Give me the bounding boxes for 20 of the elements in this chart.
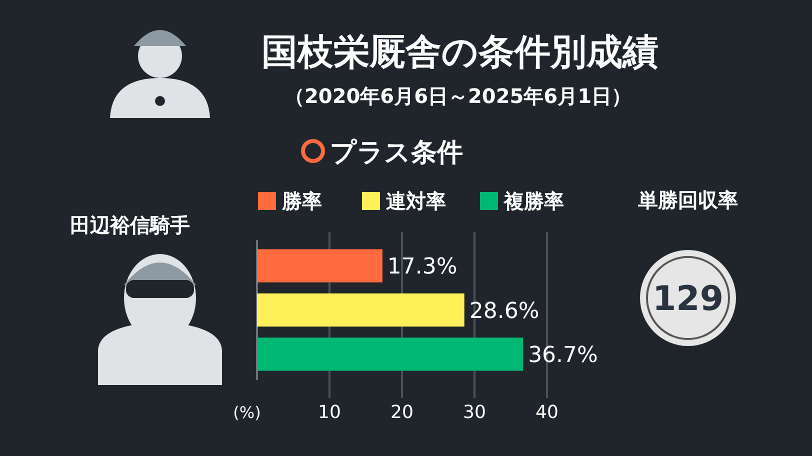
text: 田辺裕信騎手 <box>70 213 190 237</box>
chart-title: 国枝栄厩舎の条件別成績 <box>262 32 658 73</box>
bar <box>257 249 382 282</box>
data-label: 36.7% <box>528 343 598 368</box>
x-axis-title: (%) <box>233 403 261 422</box>
chart-subtitle: （2020年6月6日～2025年6月1日） <box>284 84 632 108</box>
text: 単勝回収率 <box>637 188 738 212</box>
legend-label: 複勝率 <box>503 189 564 214</box>
text: プラス条件 <box>330 138 463 168</box>
bar <box>257 338 524 371</box>
x-tick-label: 30 <box>463 402 486 423</box>
text: 129 <box>652 279 724 320</box>
data-label: 17.3% <box>387 254 458 280</box>
legend-label: 勝率 <box>281 189 322 214</box>
data-label: 28.6% <box>469 298 540 324</box>
x-tick-label: 10 <box>318 402 341 423</box>
legend-label: 連対率 <box>386 189 446 214</box>
bar <box>257 293 464 327</box>
x-tick-label: 40 <box>536 402 558 423</box>
x-tick-label: 20 <box>390 402 414 423</box>
